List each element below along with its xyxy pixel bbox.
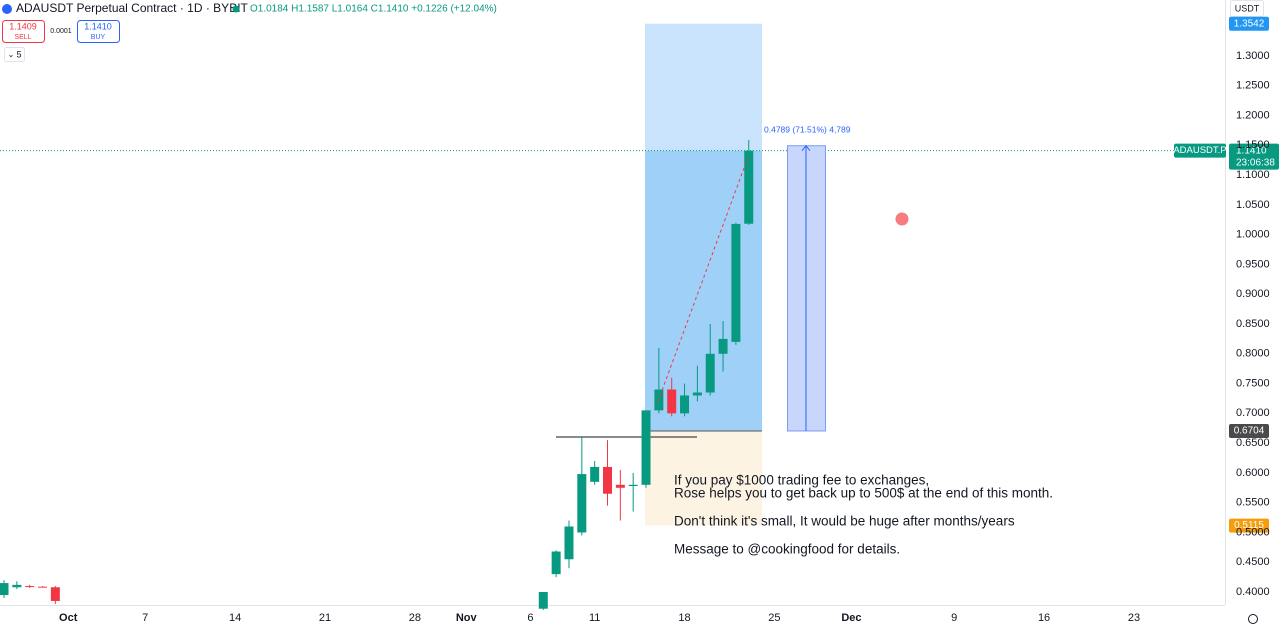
symbol-tag: ADAUSDT.P (1173, 145, 1226, 156)
candle-body (564, 526, 574, 560)
y-tick-label: 0.7500 (1236, 377, 1270, 389)
toggle-chevron: ⌄ (8, 50, 15, 59)
candle-body (551, 551, 561, 575)
annotation: Message to @cookingfood for details. (674, 542, 900, 557)
symbol-title: ADAUSDT Perpetual Contract · 1D · BYBIT (16, 1, 249, 15)
y-tick-label: 0.5000 (1236, 526, 1270, 538)
buy-price: 1.1410 (84, 21, 112, 31)
y-tick-label: 0.4500 (1236, 556, 1270, 568)
y-tick-label: 0.8500 (1236, 318, 1270, 330)
annotation: If you pay $1000 trading fee to exchange… (674, 473, 929, 488)
indicator-count: 5 (16, 49, 21, 59)
stop-tag-bg (1229, 518, 1269, 533)
x-tick-label: 6 (527, 612, 533, 624)
buy-label: BUY (91, 34, 106, 41)
candle-body (50, 587, 60, 601)
symbol-icon (2, 4, 12, 14)
measure-arrowhead (801, 144, 811, 152)
y-tick-label: 0.7000 (1236, 407, 1270, 419)
currency-button[interactable] (1230, 0, 1264, 17)
sell-price: 1.1409 (9, 21, 37, 31)
sell-button[interactable] (2, 20, 45, 43)
y-tick-label: 1.1000 (1236, 169, 1270, 181)
last-price-tag-bg (1229, 143, 1279, 170)
candle-body (538, 592, 548, 609)
candle-body (615, 484, 625, 488)
y-tick-label: 0.6500 (1236, 437, 1270, 449)
target-tag-bg (1229, 16, 1269, 31)
x-tick-label: 21 (319, 612, 331, 624)
y-tick-label: 0.8000 (1236, 348, 1270, 360)
y-tick-label: 1.0000 (1236, 229, 1270, 241)
x-tick-label: 16 (1038, 612, 1050, 624)
y-tick-label: 1.2000 (1236, 109, 1270, 121)
overlays: 0.4789 (71.51%) 4,789 1.3542 0.6704 0.5115 1… (674, 16, 1279, 557)
ohlc: O1.0184 H1.1587 L1.0164 C1.1410 +0.1226 … (250, 4, 497, 15)
target-tag: 1.3542 (1234, 18, 1265, 29)
candle-body (577, 474, 587, 533)
candle-body (718, 338, 728, 354)
annotation: Rose helps you to get back up to 500$ at… (674, 486, 1053, 501)
last-price-tag: 1.1410 (1236, 145, 1267, 156)
candle-body (590, 466, 600, 482)
x-tick-label: Nov (456, 612, 478, 624)
candle-body (603, 466, 612, 494)
entry-tag-bg (1229, 423, 1269, 438)
stop-zone (645, 430, 762, 526)
y-tick-label: 0.5500 (1236, 497, 1270, 509)
y-tick-label: 0.9500 (1236, 258, 1270, 270)
annotation: Don't think it's small, It would be huge… (674, 514, 1015, 529)
stop-tag: 0.5115 (1234, 520, 1264, 531)
countdown: 23:06:38 (1236, 157, 1275, 168)
candle-body (628, 484, 638, 487)
candle-body (667, 389, 677, 414)
candle-body (641, 410, 651, 485)
buy-button[interactable] (77, 20, 120, 43)
x-tick-label: Dec (841, 612, 861, 624)
x-tick-label: Oct (59, 612, 78, 624)
candle-body (744, 150, 754, 224)
y-tick-label: 1.0500 (1236, 199, 1270, 211)
entry-tag: 0.6704 (1234, 426, 1265, 437)
measure-label: 0.4789 (71.51%) 4,789 (764, 124, 851, 134)
status-dot (232, 5, 240, 13)
candle-body (38, 586, 48, 588)
x-tick-label: 7 (142, 612, 148, 624)
marker-dot (895, 212, 909, 226)
x-tick-label: 28 (409, 612, 421, 624)
candle-body (25, 586, 35, 588)
x-tick-label: 11 (589, 612, 600, 624)
indicator-toggle[interactable] (4, 47, 25, 62)
y-tick-label: 0.6000 (1236, 467, 1270, 479)
x-tick-label: 14 (229, 612, 241, 624)
candle-body (12, 584, 22, 588)
candles (0, 140, 754, 610)
sell-label: SELL (14, 34, 31, 41)
symbol-tag-bg (1174, 143, 1226, 158)
spread: 0.0001 (50, 28, 72, 35)
drawings (0, 23, 1225, 526)
candle-body (705, 353, 715, 393)
x-tick-label: 18 (678, 612, 690, 624)
candle-body (680, 395, 690, 414)
x-tick-label: 23 (1128, 612, 1140, 624)
candle-body (731, 223, 741, 342)
x-tick-label: 25 (768, 612, 780, 624)
x-tick-label: 9 (951, 612, 957, 624)
y-tick-label: 1.3000 (1236, 50, 1270, 62)
y-tick-label: 0.4000 (1236, 586, 1270, 598)
target-zone (645, 23, 762, 151)
candle-body (0, 583, 9, 595)
currency: USDT (1235, 3, 1260, 13)
candle-body (692, 392, 702, 396)
y-tick-label: 1.2500 (1236, 80, 1270, 92)
y-tick-label: 1.1500 (1236, 139, 1270, 151)
trend-line (657, 157, 749, 402)
y-tick-label: 0.9000 (1236, 288, 1270, 300)
settings-icon[interactable] (1248, 614, 1258, 624)
